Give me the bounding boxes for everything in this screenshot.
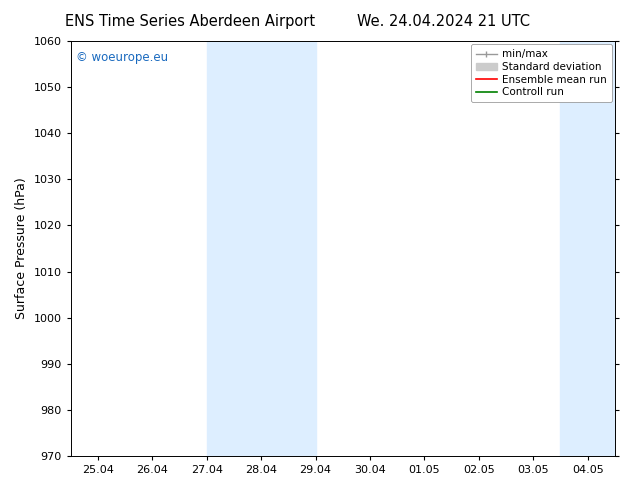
Y-axis label: Surface Pressure (hPa): Surface Pressure (hPa)	[15, 178, 28, 319]
Text: We. 24.04.2024 21 UTC: We. 24.04.2024 21 UTC	[358, 14, 530, 29]
Bar	[560, 41, 615, 456]
Text: © woeurope.eu: © woeurope.eu	[76, 51, 168, 64]
Bar	[207, 41, 316, 456]
Text: ENS Time Series Aberdeen Airport: ENS Time Series Aberdeen Airport	[65, 14, 315, 29]
Legend: min/max, Standard deviation, Ensemble mean run, Controll run: min/max, Standard deviation, Ensemble me…	[470, 44, 612, 102]
